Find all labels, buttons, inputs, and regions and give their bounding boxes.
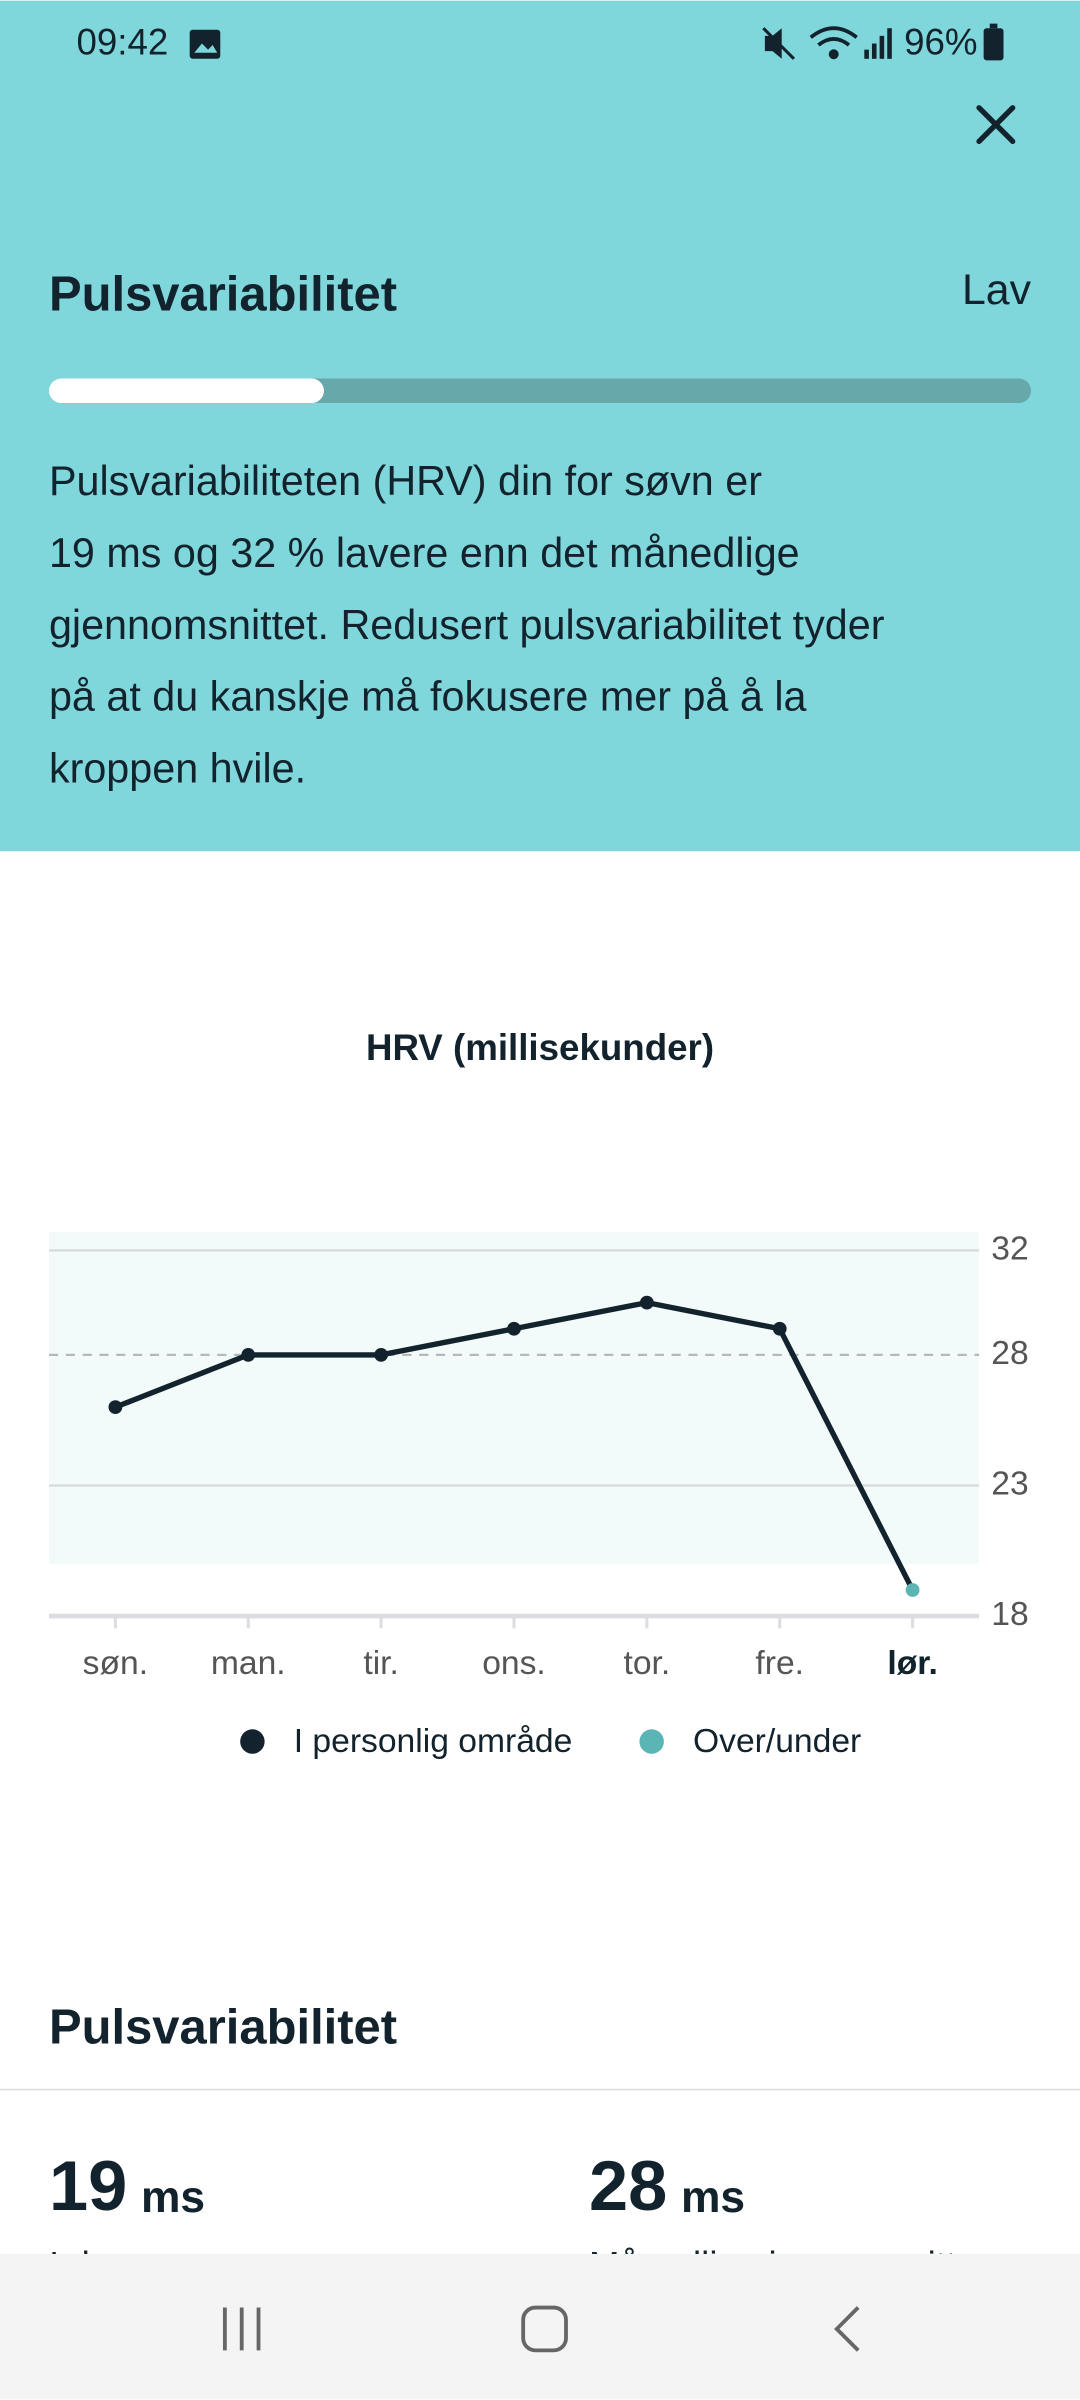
description-line: Pulsvariabiliteten (HRV) din for søvn er [49, 458, 762, 504]
legend-label: I personlig område [294, 1723, 573, 1760]
description-line: på at du kanskje må fokusere mer på å la [49, 674, 807, 720]
section-title: Pulsvariabilitet [49, 2001, 397, 2055]
x-tick-label: søn. [83, 1645, 148, 1682]
data-point [507, 1321, 521, 1336]
data-point [772, 1321, 787, 1336]
header-title: Pulsvariabilitet [49, 267, 397, 321]
stat-unit: ms [141, 2173, 205, 2222]
battery-level: 96% [904, 22, 977, 63]
header-background [0, 0, 1080, 852]
y-tick-label: 28 [991, 1335, 1028, 1372]
chart-title: HRV (millisekunder) [366, 1027, 714, 1068]
y-tick-label: 23 [991, 1465, 1028, 1502]
x-tick-label: tor. [623, 1645, 670, 1682]
data-point [108, 1400, 123, 1415]
y-tick-label: 18 [991, 1596, 1028, 1633]
legend-label: Over/under [693, 1723, 861, 1760]
close-button[interactable] [964, 92, 1028, 156]
y-tick-label: 32 [991, 1230, 1028, 1267]
progress-fill [48, 378, 324, 404]
data-point [241, 1348, 256, 1362]
wifi-icon [809, 26, 858, 60]
description-line: gjennomsnittet. Redusert pulsvariabilite… [49, 602, 885, 648]
home-button[interactable] [521, 2305, 568, 2353]
battery-icon [983, 23, 1004, 61]
x-tick-label: lør. [887, 1645, 937, 1682]
stat-value: 19 [49, 2146, 127, 2225]
signal-icon [864, 28, 892, 59]
x-tick-label: tir. [363, 1645, 399, 1682]
recent-apps-button[interactable] [222, 2307, 261, 2351]
level-label: Lav [962, 266, 1032, 314]
stat-unit: ms [681, 2173, 745, 2222]
status-time: 09:42 [76, 22, 168, 63]
stat-value: 28 [589, 2146, 667, 2225]
description-line: kroppen hvile. [49, 746, 306, 792]
x-tick-label: fre. [755, 1645, 804, 1682]
x-tick-label: man. [211, 1645, 286, 1682]
x-tick-label: ons. [482, 1645, 546, 1682]
description-line: 19 ms og 32 % lavere enn det månedlige [49, 530, 800, 576]
legend-marker [639, 1729, 664, 1754]
back-button[interactable] [834, 2306, 860, 2352]
navigation-bar [0, 2253, 1080, 2400]
divider [0, 2088, 1080, 2091]
data-point [639, 1295, 654, 1310]
personal-range-band [48, 1232, 980, 1564]
gallery-icon [189, 29, 221, 59]
nav-background [0, 2253, 1080, 2400]
data-point [905, 1583, 920, 1597]
legend-marker [240, 1729, 265, 1754]
data-point [374, 1348, 389, 1362]
